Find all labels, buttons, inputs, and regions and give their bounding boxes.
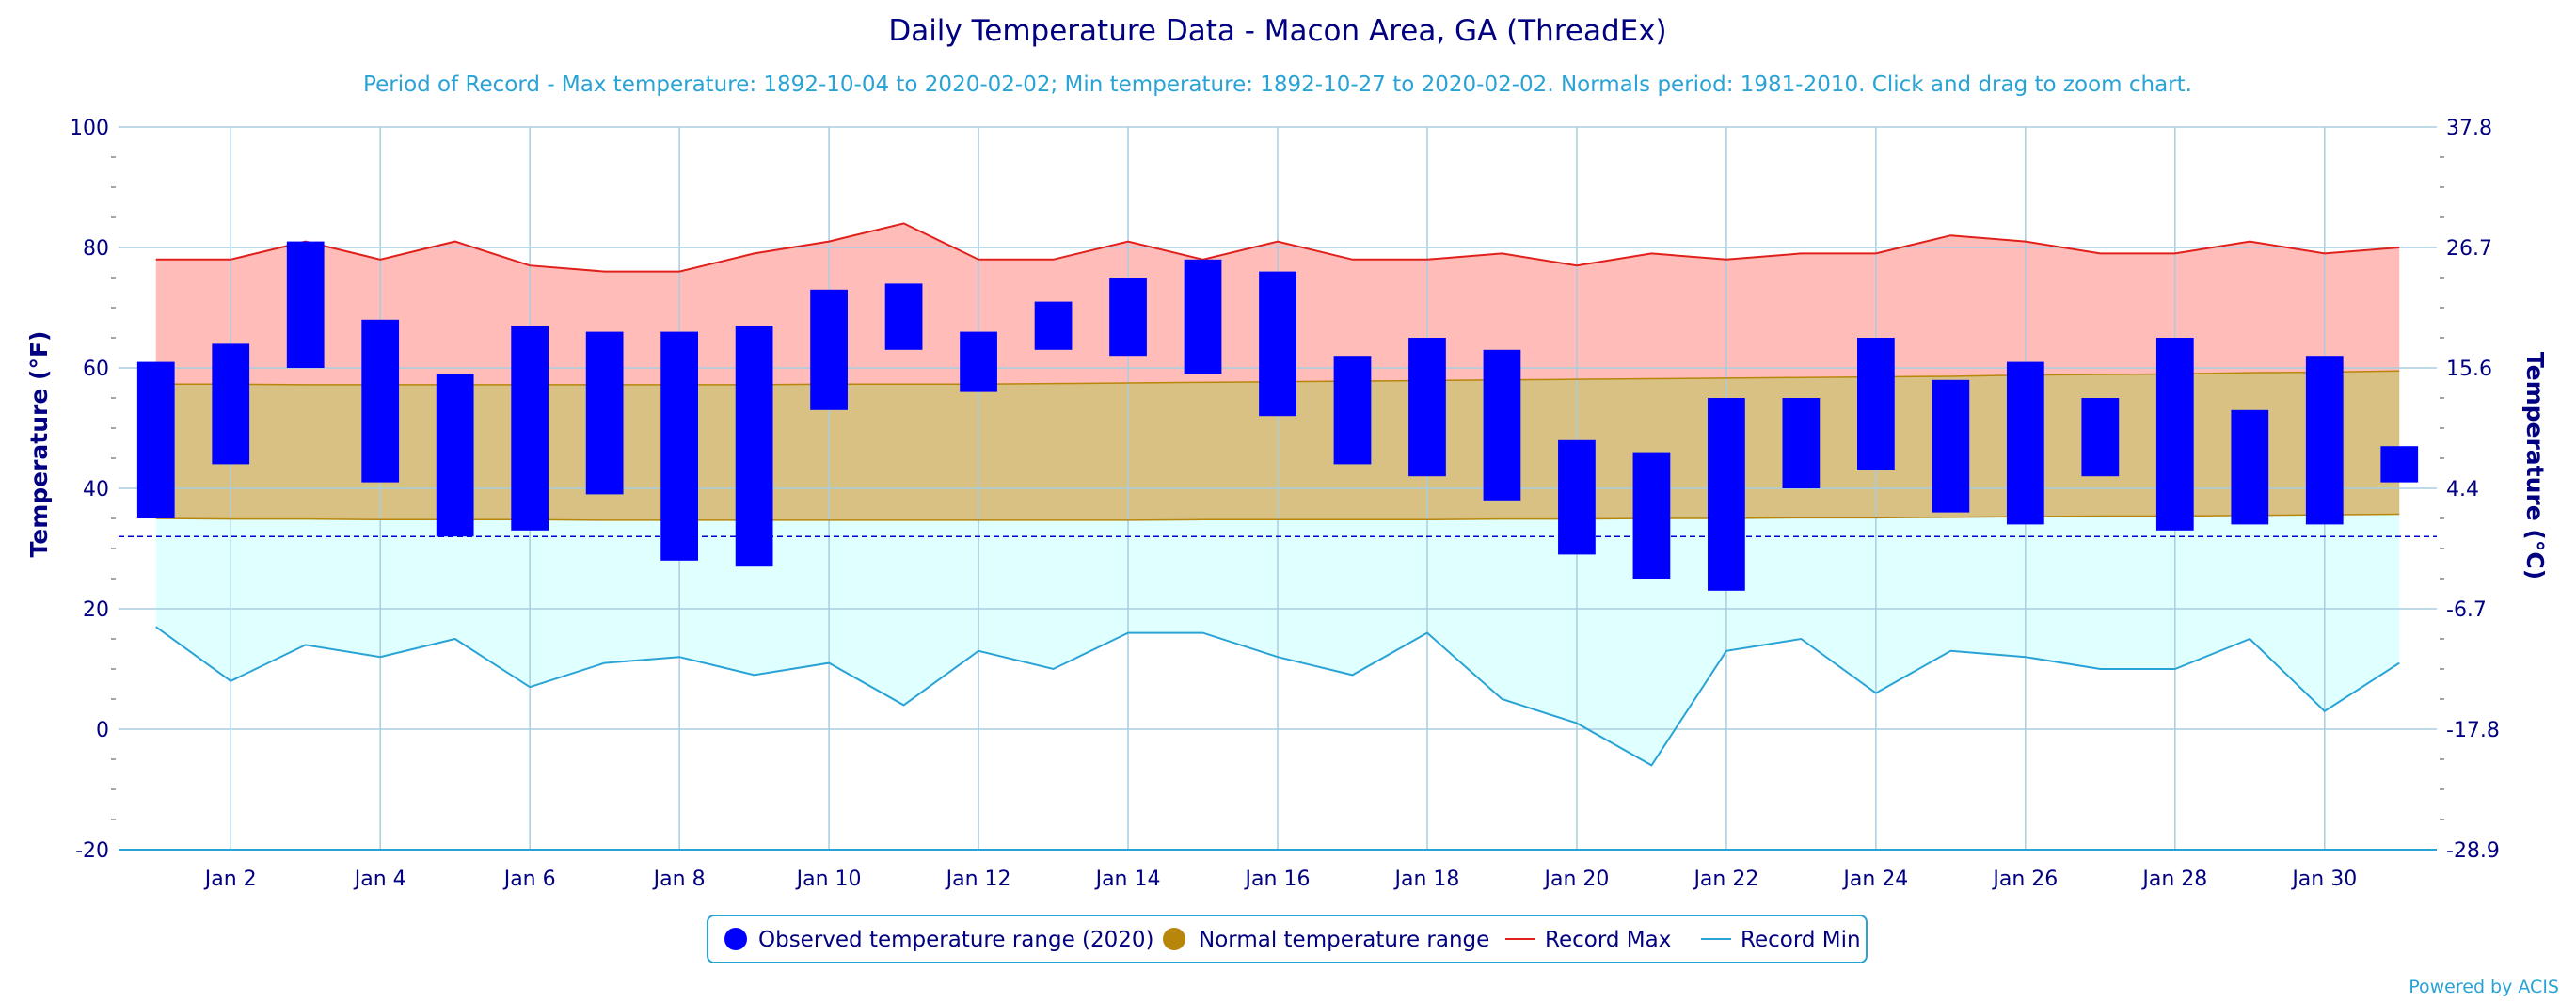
y-tick-label-right: -17.8 xyxy=(2446,719,2500,742)
y-tick-label-left: 40 xyxy=(83,478,109,502)
observed-bar xyxy=(136,361,175,518)
y-tick-label-right: 37.8 xyxy=(2446,117,2492,140)
observed-bar xyxy=(1857,338,1895,470)
observed-bar xyxy=(2006,361,2044,525)
x-tick-label: Jan 16 xyxy=(1244,868,1311,891)
observed-bar xyxy=(2305,356,2344,525)
record-max-line xyxy=(155,222,2400,273)
x-tick-label: Jan 12 xyxy=(945,868,1011,891)
observed-bar xyxy=(1034,301,1073,350)
legend-item-record-max[interactable]: Record Max xyxy=(1505,928,1671,952)
legend-item-normal[interactable]: Normal temperature range xyxy=(1163,928,1489,952)
observed-bar xyxy=(1184,259,1222,374)
x-tick-label: Jan 18 xyxy=(1393,868,1460,891)
observed-bar xyxy=(286,241,325,368)
x-tick-label: Jan 20 xyxy=(1542,868,1609,891)
observed-bar xyxy=(1483,349,1521,501)
y-tick-label-left: 80 xyxy=(83,237,109,261)
observed-bar xyxy=(884,283,923,350)
observed-bar xyxy=(1333,356,1372,465)
chart-title: Daily Temperature Data - Macon Area, GA … xyxy=(888,14,1666,48)
x-tick-label: Jan 14 xyxy=(1094,868,1161,891)
legend-symbol-normal xyxy=(1163,928,1185,950)
legend: Observed temperature range (2020) Normal… xyxy=(707,915,1868,963)
observed-bar xyxy=(1932,379,1970,513)
record-min-line xyxy=(155,626,2400,767)
x-tick-label: Jan 24 xyxy=(1841,868,1908,891)
legend-label-record-min: Record Min xyxy=(1741,928,1861,952)
observed-bar xyxy=(1782,398,1821,488)
observed-bar xyxy=(212,343,250,465)
x-tick-label: Jan 30 xyxy=(2290,868,2357,891)
observed-bar xyxy=(1558,439,1596,555)
y-tick-label-left: 60 xyxy=(83,358,109,381)
observed-bar xyxy=(660,331,698,561)
y-tick-label-left: 0 xyxy=(96,719,109,742)
legend-item-observed[interactable]: Observed temperature range (2020) xyxy=(724,928,1154,952)
legend-item-record-min[interactable]: Record Min xyxy=(1701,928,1861,952)
observed-bar xyxy=(1708,398,1745,591)
observed-bar xyxy=(2155,338,2194,531)
y-axis-title-left: Temperature (°F) xyxy=(25,331,53,558)
acis-credit-link[interactable]: Powered by ACIS xyxy=(2409,977,2559,997)
y-tick-label-right: -6.7 xyxy=(2446,598,2487,622)
x-tick-label: Jan 22 xyxy=(1692,868,1758,891)
y-tick-label-left: 100 xyxy=(70,117,109,140)
x-tick-label: Jan 4 xyxy=(353,868,406,891)
legend-box xyxy=(707,915,1868,963)
observed-bar xyxy=(810,289,848,410)
y-tick-label-left: -20 xyxy=(75,839,109,863)
observed-bars xyxy=(136,241,2419,591)
x-tick-label: Jan 6 xyxy=(502,868,556,891)
observed-bar xyxy=(2231,409,2269,525)
grid-lines xyxy=(111,126,2444,851)
legend-label-normal: Normal temperature range xyxy=(1199,928,1489,952)
legend-label-record-max: Record Max xyxy=(1545,928,1671,952)
legend-symbol-observed xyxy=(724,928,747,950)
y-tick-label-right: 15.6 xyxy=(2446,358,2492,381)
legend-label-observed: Observed temperature range (2020) xyxy=(758,928,1154,952)
observed-bar xyxy=(585,331,624,495)
x-tick-label: Jan 8 xyxy=(652,868,706,891)
chart-subtitle: Period of Record - Max temperature: 1892… xyxy=(363,72,2192,97)
observed-bar xyxy=(1408,338,1446,477)
x-tick-label: Jan 26 xyxy=(1991,868,2058,891)
x-tick-label: Jan 10 xyxy=(795,868,862,891)
x-tick-label: Jan 2 xyxy=(203,868,257,891)
observed-bar xyxy=(361,319,400,483)
observed-bar xyxy=(1632,452,1671,579)
observed-bar xyxy=(436,374,474,537)
y-tick-label-right: 26.7 xyxy=(2446,237,2492,261)
observed-bar xyxy=(1259,271,1296,417)
x-tick-label: Jan 28 xyxy=(2140,868,2207,891)
observed-bar xyxy=(960,331,997,392)
y-tick-label-right: -28.9 xyxy=(2446,839,2500,863)
y-tick-label-right: 4.4 xyxy=(2446,478,2479,502)
observed-bar xyxy=(735,326,773,567)
observed-bar xyxy=(2380,446,2419,483)
observed-bar xyxy=(511,326,549,531)
y-tick-label-left: 20 xyxy=(83,598,109,622)
observed-bar xyxy=(2081,398,2120,477)
observed-bar xyxy=(1109,278,1147,357)
y-axis-title-right: Temperature (°C) xyxy=(2521,352,2549,580)
axes: -20 -28.9 0 -17.8 20 -6.7 40 4.4 60 15.6 80 26.7 100… xyxy=(70,117,2500,891)
